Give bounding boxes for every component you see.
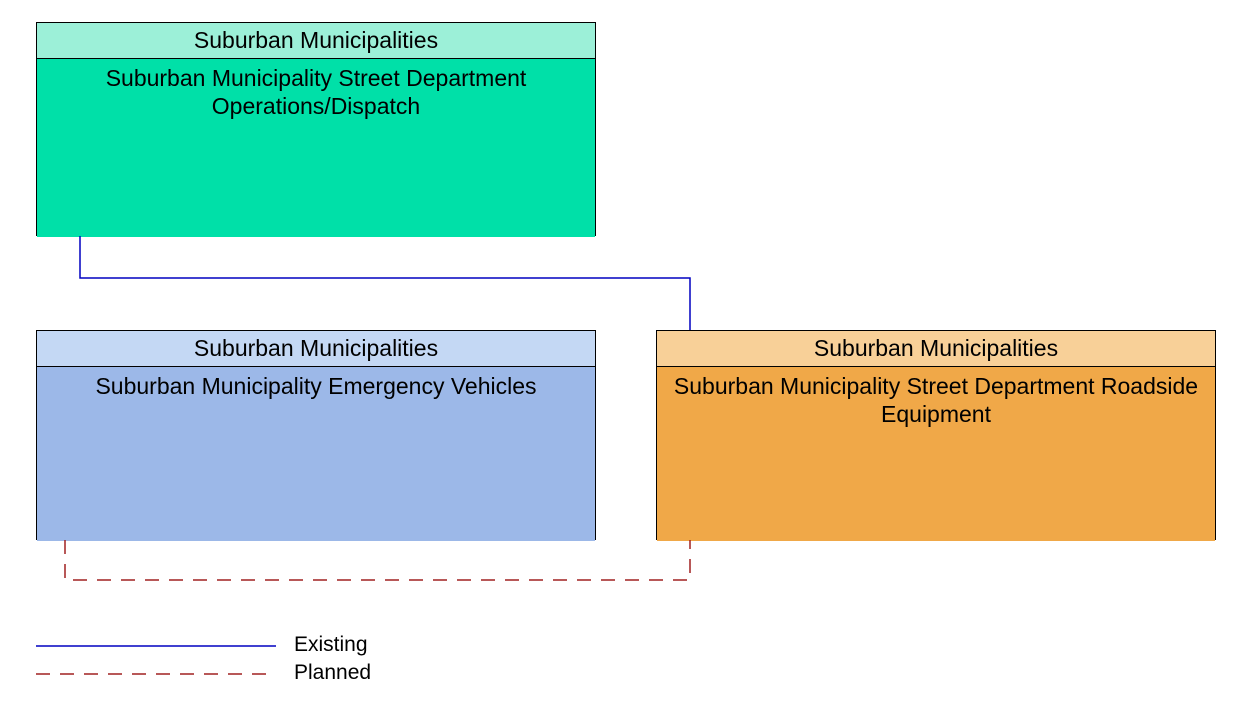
connector-planned	[65, 540, 690, 580]
box-body-roadside-equipment: Suburban Municipality Street Department …	[657, 367, 1215, 541]
legend-label-planned: Planned	[294, 661, 371, 685]
box-street-dept-operations[interactable]: Suburban Municipalities Suburban Municip…	[36, 22, 596, 236]
box-emergency-vehicles[interactable]: Suburban Municipalities Suburban Municip…	[36, 330, 596, 540]
box-body-street-dept-operations: Suburban Municipality Street Department …	[37, 59, 595, 237]
legend-lines-svg	[36, 636, 296, 696]
legend-label-existing: Existing	[294, 633, 368, 657]
legend: Existing Planned	[36, 636, 396, 702]
box-header-emergency-vehicles: Suburban Municipalities	[37, 331, 595, 367]
box-header-roadside-equipment: Suburban Municipalities	[657, 331, 1215, 367]
box-roadside-equipment[interactable]: Suburban Municipalities Suburban Municip…	[656, 330, 1216, 540]
connector-existing	[80, 236, 690, 330]
box-header-street-dept-operations: Suburban Municipalities	[37, 23, 595, 59]
box-body-emergency-vehicles: Suburban Municipality Emergency Vehicles	[37, 367, 595, 541]
